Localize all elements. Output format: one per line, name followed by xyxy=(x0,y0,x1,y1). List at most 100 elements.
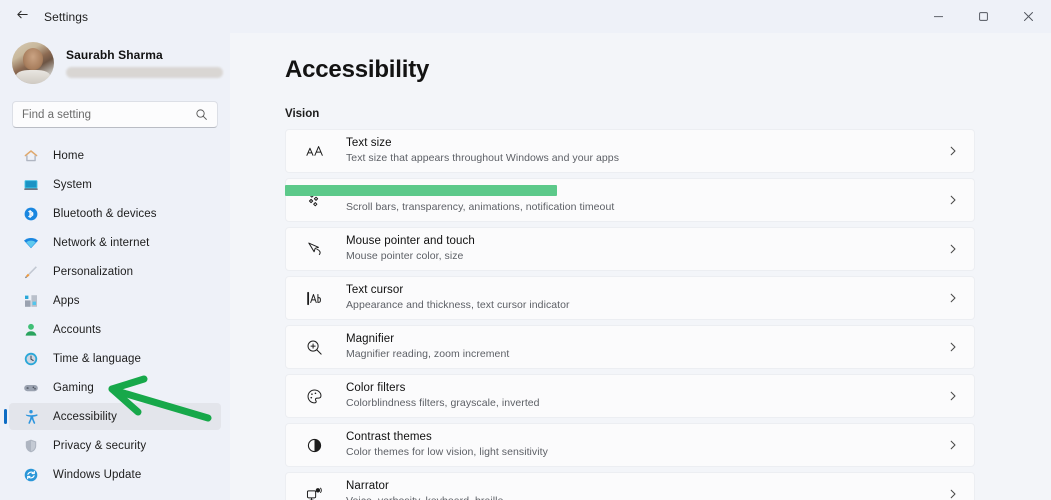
settings-row-title: Color filters xyxy=(346,382,406,395)
settings-row-visual-effects[interactable]: Visual effects Scroll bars, transparency… xyxy=(285,178,975,222)
search-icon[interactable] xyxy=(195,108,208,121)
color-filters-icon xyxy=(303,385,325,407)
settings-card-list: Text size Text size that appears through… xyxy=(285,129,975,500)
sidebar-item-gaming[interactable]: Gaming xyxy=(9,374,221,401)
chevron-right-icon[interactable] xyxy=(947,390,961,402)
settings-row-text: Magnifier Magnifier reading, zoom increm… xyxy=(346,332,947,361)
title-bar: Settings xyxy=(0,0,1051,33)
search-box[interactable] xyxy=(12,101,218,128)
close-button[interactable] xyxy=(1006,0,1051,33)
settings-row-subtitle: Magnifier reading, zoom increment xyxy=(346,347,510,360)
apps-icon xyxy=(22,292,40,310)
windows-update-icon xyxy=(22,466,40,484)
window-title: Settings xyxy=(44,9,89,24)
settings-row-contrast-themes[interactable]: Contrast themes Color themes for low vis… xyxy=(285,423,975,467)
back-button[interactable] xyxy=(6,1,38,33)
home-icon xyxy=(22,147,40,165)
settings-row-title: Text cursor xyxy=(346,284,404,297)
settings-row-text: Contrast themes Color themes for low vis… xyxy=(346,430,947,459)
sidebar-item-apps[interactable]: Apps xyxy=(9,287,221,314)
account-text: Saurabh Sharma xyxy=(66,48,223,78)
settings-row-subtitle: Colorblindness filters, grayscale, inver… xyxy=(346,396,540,409)
account-email-redacted xyxy=(66,67,223,78)
window-controls xyxy=(916,0,1051,33)
maximize-button[interactable] xyxy=(961,0,1006,33)
sidebar-item-network-internet[interactable]: Network & internet xyxy=(9,229,221,256)
window-body: Saurabh Sharma xyxy=(0,33,1051,500)
settings-row-title: Contrast themes xyxy=(346,431,432,444)
sidebar-item-time-language[interactable]: Time & language xyxy=(9,345,221,372)
sidebar-item-accounts[interactable]: Accounts xyxy=(9,316,221,343)
settings-row-text: Narrator Voice, verbosity, keyboard, bra… xyxy=(346,479,947,500)
settings-row-subtitle: Appearance and thickness, text cursor in… xyxy=(346,298,570,311)
sidebar-item-label: Accessibility xyxy=(53,410,117,423)
chevron-right-icon[interactable] xyxy=(947,292,961,304)
settings-row-title: Text size xyxy=(346,137,392,150)
chevron-right-icon[interactable] xyxy=(947,341,961,353)
sidebar-item-privacy-security[interactable]: Privacy & security xyxy=(9,432,221,459)
settings-row-subtitle: Color themes for low vision, light sensi… xyxy=(346,445,548,458)
settings-row-subtitle: Text size that appears throughout Window… xyxy=(346,151,619,164)
sidebar-item-label: Personalization xyxy=(53,265,134,278)
contrast-themes-icon xyxy=(303,434,325,456)
main-content: Accessibility Vision Text size Text size… xyxy=(230,33,1051,500)
sidebar-item-label: Network & internet xyxy=(53,236,150,249)
sidebar-item-label: Home xyxy=(53,149,85,162)
narrator-icon xyxy=(303,483,325,500)
visual-effects-icon xyxy=(303,189,325,211)
chevron-right-icon[interactable] xyxy=(947,488,961,500)
magnifier-icon xyxy=(303,336,325,358)
settings-row-title: Magnifier xyxy=(346,333,395,346)
minimize-button[interactable] xyxy=(916,0,961,33)
sidebar-item-home[interactable]: Home xyxy=(9,142,221,169)
settings-row-subtitle: Mouse pointer color, size xyxy=(346,249,464,262)
sidebar-item-label: Apps xyxy=(53,294,80,307)
close-icon xyxy=(1023,11,1034,22)
account-header[interactable]: Saurabh Sharma xyxy=(9,35,223,91)
sidebar-item-label: System xyxy=(53,178,92,191)
settings-row-subtitle: Voice, verbosity, keyboard, braille xyxy=(346,495,947,500)
search-input[interactable] xyxy=(22,108,195,121)
chevron-right-icon[interactable] xyxy=(947,194,961,206)
settings-row-text-size[interactable]: Text size Text size that appears through… xyxy=(285,129,975,173)
chevron-right-icon[interactable] xyxy=(947,439,961,451)
sidebar-item-bluetooth-devices[interactable]: Bluetooth & devices xyxy=(9,200,221,227)
chevron-right-icon[interactable] xyxy=(947,145,961,157)
avatar xyxy=(12,42,54,84)
settings-row-color-filters[interactable]: Color filters Colorblindness filters, gr… xyxy=(285,374,975,418)
settings-row-text: Text size Text size that appears through… xyxy=(346,136,947,165)
sidebar-item-system[interactable]: System xyxy=(9,171,221,198)
settings-row-magnifier[interactable]: Magnifier Magnifier reading, zoom increm… xyxy=(285,325,975,369)
sidebar: Saurabh Sharma xyxy=(0,33,230,500)
sidebar-item-windows-update[interactable]: Windows Update xyxy=(9,461,221,488)
settings-row-mouse-pointer-and-touch[interactable]: Mouse pointer and touch Mouse pointer co… xyxy=(285,227,975,271)
sidebar-item-label: Windows Update xyxy=(53,468,142,481)
sidebar-item-label: Bluetooth & devices xyxy=(53,207,157,220)
section-label-vision: Vision xyxy=(285,108,320,120)
minimize-icon xyxy=(933,11,944,22)
page-title: Accessibility xyxy=(285,56,430,83)
sidebar-item-label: Accounts xyxy=(53,323,102,336)
personalization-icon xyxy=(22,263,40,281)
settings-row-title: Narrator xyxy=(346,480,389,493)
text-size-icon xyxy=(303,140,325,162)
system-icon xyxy=(22,176,40,194)
settings-row-narrator[interactable]: Narrator Voice, verbosity, keyboard, bra… xyxy=(285,472,975,500)
privacy-security-icon xyxy=(22,437,40,455)
network-icon xyxy=(22,234,40,252)
sidebar-item-label: Gaming xyxy=(53,381,94,394)
text-cursor-icon xyxy=(303,287,325,309)
settings-row-text-cursor[interactable]: Text cursor Appearance and thickness, te… xyxy=(285,276,975,320)
chevron-right-icon[interactable] xyxy=(947,243,961,255)
gaming-icon xyxy=(22,379,40,397)
mouse-pointer-icon xyxy=(303,238,325,260)
sidebar-item-label: Privacy & security xyxy=(53,439,147,452)
settings-row-text: Color filters Colorblindness filters, gr… xyxy=(346,381,947,410)
settings-row-text: Mouse pointer and touch Mouse pointer co… xyxy=(346,234,947,263)
sidebar-item-personalization[interactable]: Personalization xyxy=(9,258,221,285)
accounts-icon xyxy=(22,321,40,339)
settings-row-text: Text cursor Appearance and thickness, te… xyxy=(346,283,947,312)
sidebar-item-accessibility[interactable]: Accessibility xyxy=(4,403,221,430)
account-name: Saurabh Sharma xyxy=(66,48,163,62)
